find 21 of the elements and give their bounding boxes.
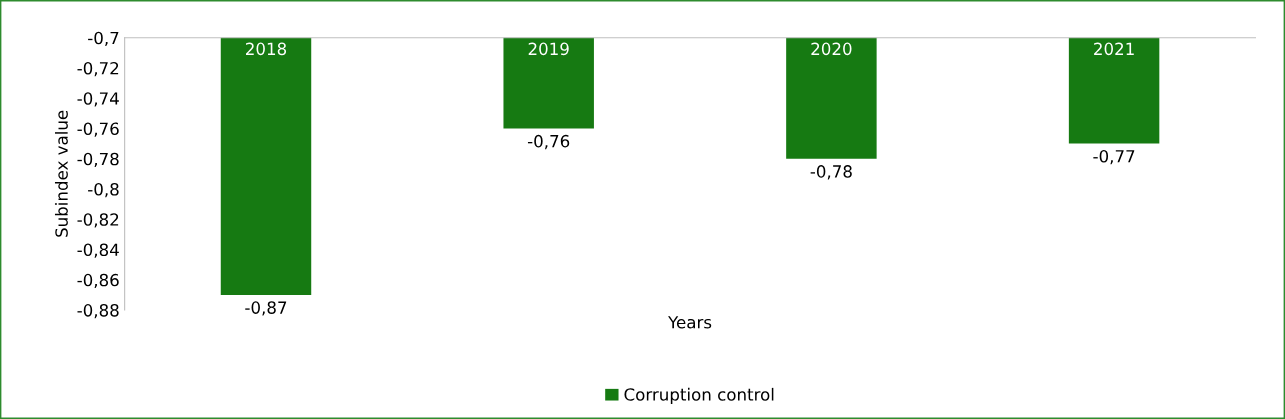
data-label: -0,77: [1093, 149, 1135, 165]
y-tick-label: -0,76: [77, 122, 119, 137]
x-tick-label: 2021: [1094, 42, 1134, 56]
y-tick-label: -0,74: [77, 92, 119, 107]
y-tick-label: -0,88: [77, 304, 119, 319]
y-axis-title: Subindex value: [54, 110, 68, 237]
y-tick-label: -0,84: [77, 243, 119, 258]
legend-label: Corruption control: [624, 387, 774, 404]
y-tick-label: -0,72: [77, 61, 119, 77]
data-label: -0,78: [810, 165, 852, 180]
x-tick-label: 2019: [528, 42, 569, 56]
x-axis-title: Years: [668, 316, 712, 329]
y-tick-label: -0,78: [77, 152, 119, 168]
y-tick-label: -0,82: [77, 213, 119, 228]
x-tick-label: 2020: [811, 42, 852, 56]
y-tick-label: -0,86: [77, 273, 119, 289]
y-tick-label: -0,7: [88, 31, 119, 46]
data-label: -0,87: [245, 301, 287, 316]
data-label: -0,76: [527, 134, 570, 150]
y-tick-label: -0,8: [88, 182, 119, 198]
x-tick-label: 2018: [246, 42, 287, 56]
